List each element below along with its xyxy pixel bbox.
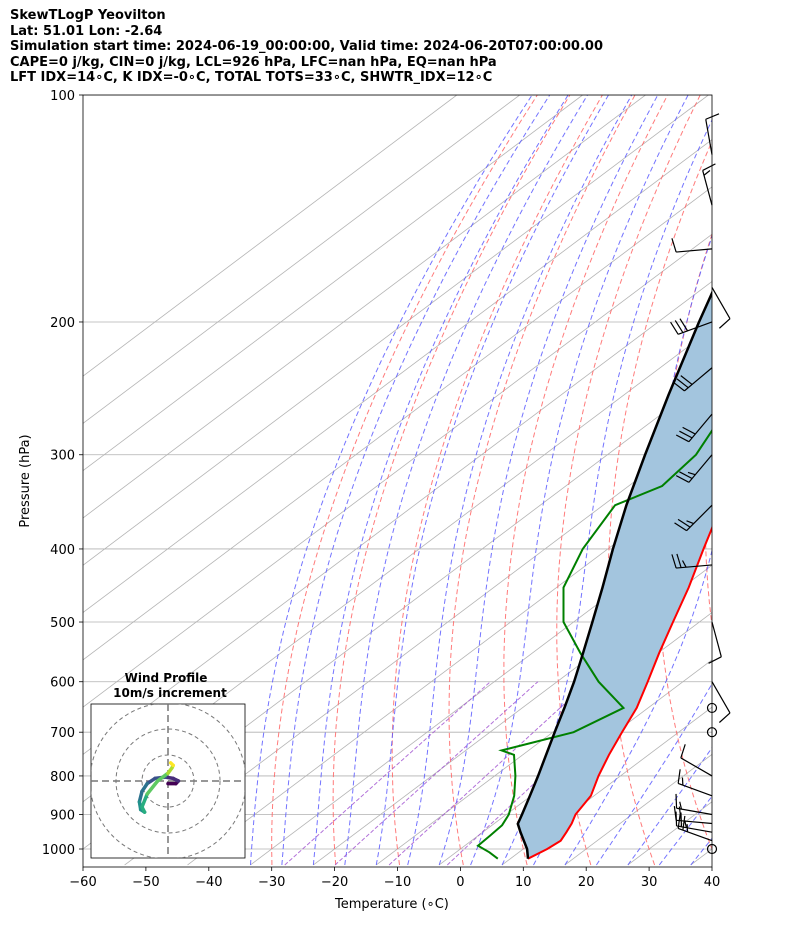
dry-adiabat	[556, 95, 701, 866]
isotherm	[83, 95, 646, 519]
mixing-ratio-line	[388, 681, 590, 866]
y-axis-label: Pressure (hPa)	[18, 434, 33, 527]
isotherm	[83, 233, 712, 708]
mixing-ratio-line	[334, 681, 539, 866]
wind-barb	[671, 553, 713, 569]
hodograph-segment	[168, 761, 175, 768]
x-tick-label: 0	[456, 875, 464, 890]
wind-barb	[711, 681, 731, 723]
isotherm	[250, 517, 712, 866]
x-axis-label: Temperature (∘C)	[334, 897, 449, 912]
chart-title: SkewTLogP Yeovilton	[10, 8, 166, 23]
moist-adiabat	[250, 95, 533, 866]
x-tick-label: −50	[132, 875, 159, 890]
y-tick-label: 1000	[42, 843, 75, 858]
y-tick-label: 400	[50, 543, 75, 558]
moist-adiabat	[438, 95, 659, 866]
dry-adiabat	[503, 95, 669, 866]
wind-barb	[675, 793, 713, 816]
isotherm	[83, 95, 709, 566]
isotherm	[83, 186, 712, 661]
hodograph-segment	[140, 792, 149, 809]
dry-adiabat	[752, 95, 794, 865]
wind-barb	[708, 621, 722, 664]
moist-adiabat	[595, 682, 712, 866]
y-tick-label: 100	[50, 89, 75, 104]
x-tick-label: −30	[258, 875, 285, 890]
y-tick-label: 700	[50, 726, 75, 741]
parcel-line	[516, 289, 712, 859]
location-text: Lat: 51.01 Lon: -2.64	[10, 23, 163, 39]
y-tick-label: 900	[50, 808, 75, 823]
y-tick-label: 600	[50, 676, 75, 691]
dry-adiabat	[332, 95, 571, 866]
dry-adiabat	[391, 95, 603, 866]
hodograph-title: Wind Profile	[125, 671, 208, 685]
wind-barb	[677, 769, 713, 797]
profile-lines	[476, 289, 712, 860]
moist-adiabat	[564, 548, 712, 866]
moist-adiabat	[658, 795, 712, 866]
chart-header: SkewTLogP Yeovilton Lat: 51.01 Lon: -2.6…	[10, 8, 603, 86]
y-tick-label: 200	[50, 316, 75, 331]
wind-barb	[671, 238, 713, 253]
moist-adiabat	[407, 95, 633, 866]
dry-adiabat	[448, 95, 636, 866]
temperature-line	[527, 525, 712, 860]
isotherm	[83, 95, 583, 472]
wind-barb	[675, 454, 713, 483]
hodograph-segment	[145, 779, 160, 796]
x-tick-label: −20	[321, 875, 348, 890]
isotherm	[83, 95, 458, 377]
stable-area-shade	[517, 293, 712, 859]
mixing-ratio-line	[284, 681, 491, 866]
hodograph-subtitle: 10m/s increment	[113, 686, 227, 700]
moist-adiabat	[375, 95, 609, 866]
wind-barb	[674, 504, 713, 532]
x-tick-label: 20	[578, 875, 595, 890]
axes: −60 −50 −40 −30 −20 −10 0 10 20 30 40 1000 900 800 700…	[42, 89, 720, 890]
x-tick-label: 10	[515, 875, 532, 890]
y-tick-label: 500	[50, 616, 75, 631]
x-tick-label: −10	[384, 875, 411, 890]
x-tick-label: −40	[195, 875, 222, 890]
cin-cape-shading	[517, 293, 712, 859]
wind-barb	[711, 287, 731, 329]
wind-barb	[675, 413, 713, 443]
hodograph-segment	[155, 771, 170, 783]
wind-barb	[680, 744, 713, 777]
dry-adiabat	[704, 406, 712, 630]
hodograph-inset: Wind Profile 10m/s increment	[90, 671, 246, 859]
x-tick-label: 30	[641, 875, 658, 890]
isotherm	[313, 564, 712, 866]
isotherm	[501, 706, 712, 866]
moist-adiabat	[627, 746, 712, 866]
y-tick-label: 800	[50, 770, 75, 785]
convective-params-text: CAPE=0 j/kg, CIN=0 j/kg, LCL=926 hPa, LF…	[10, 54, 497, 70]
dewpoint-line	[476, 428, 712, 860]
wind-barb	[672, 367, 713, 392]
hodograph-segment	[137, 789, 144, 804]
x-tick-label: 40	[704, 875, 721, 890]
stability-indices-text: LFT IDX=14∘C, K IDX=-0∘C, TOTAL TOTS=33∘…	[10, 70, 493, 86]
wind-barbs	[670, 113, 731, 855]
time-text: Simulation start time: 2024-06-19_00:00:…	[10, 39, 603, 55]
wind-barb	[670, 318, 713, 335]
y-tick-label: 300	[50, 449, 75, 464]
isotherm	[376, 612, 712, 866]
wind-barb	[702, 163, 716, 206]
dry-adiabat	[271, 95, 538, 865]
x-tick-label: −60	[69, 875, 96, 890]
isotherm	[83, 139, 712, 614]
isotherm	[83, 95, 520, 424]
moist-adiabat	[470, 95, 689, 866]
moist-adiabat	[281, 95, 551, 866]
